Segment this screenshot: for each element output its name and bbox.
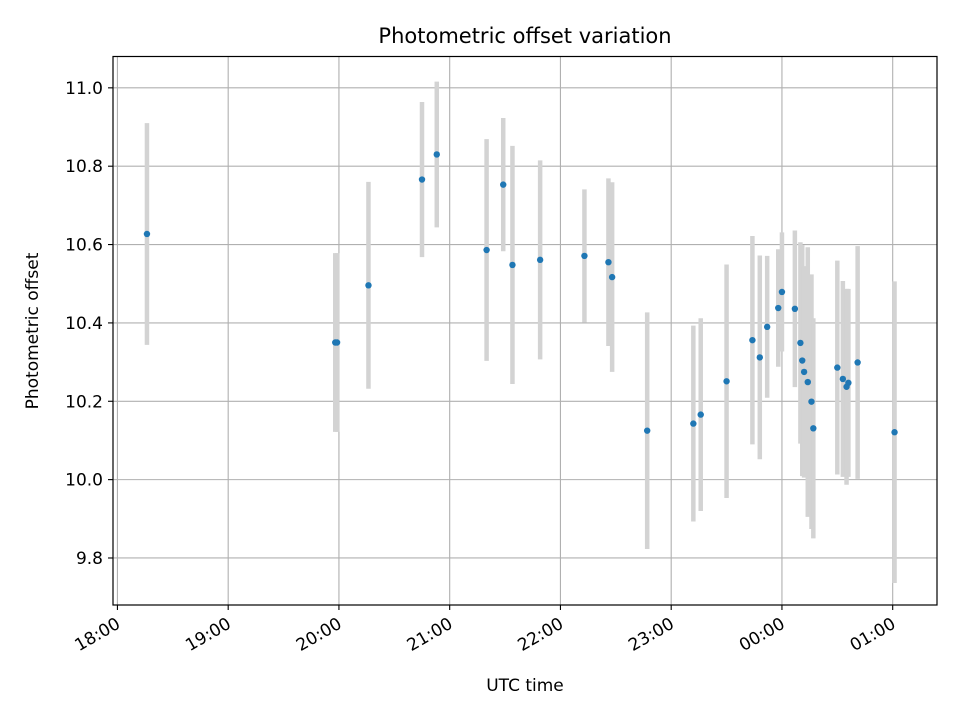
- data-point: [810, 425, 817, 432]
- data-point: [143, 230, 151, 238]
- data-point: [791, 305, 799, 313]
- data-point: [605, 258, 612, 266]
- data-point: [854, 359, 861, 366]
- data-point: [483, 246, 490, 254]
- data-point: [581, 252, 588, 260]
- data-point: [834, 364, 841, 371]
- data-point: [723, 378, 730, 385]
- data-point: [690, 420, 697, 427]
- y-tick-label: 10.6: [65, 236, 103, 256]
- data-point: [808, 398, 815, 405]
- plot-frame: [112, 55, 938, 606]
- y-axis: 9.8 10.0 10.2 10.4 10.6 10.8 11.0: [65, 79, 113, 569]
- data-point: [536, 256, 544, 264]
- data-point: [799, 357, 806, 364]
- data-point: [418, 176, 426, 183]
- data-point: [775, 304, 782, 312]
- data-point: [509, 261, 516, 269]
- data-point: [778, 288, 786, 296]
- data-point: [845, 379, 852, 387]
- data-point: [365, 282, 372, 289]
- data-point: [763, 323, 771, 331]
- data-point: [891, 429, 898, 436]
- data-point: [749, 336, 756, 344]
- data-point: [804, 378, 811, 386]
- data-point: [500, 181, 507, 188]
- data-point: [697, 411, 704, 418]
- x-axis-label: UTC time: [486, 676, 564, 696]
- y-tick-label: 10.2: [65, 392, 103, 412]
- data-point: [608, 273, 616, 281]
- y-tick-label: 10.8: [65, 157, 103, 177]
- data-point: [756, 354, 763, 361]
- y-tick-label: 11.0: [65, 79, 103, 99]
- data-points: [143, 151, 898, 436]
- y-tick-label: 10.0: [65, 471, 103, 491]
- chart-title: Photometric offset variation: [378, 24, 671, 48]
- y-axis-label: Photometric offset: [23, 252, 43, 409]
- data-point: [643, 427, 651, 434]
- y-tick-label: 10.4: [65, 314, 103, 334]
- y-tick-label: 9.8: [76, 549, 103, 569]
- data-point: [797, 339, 804, 347]
- data-point: [839, 375, 847, 383]
- data-point: [333, 339, 341, 346]
- data-point: [433, 151, 440, 158]
- data-point: [800, 368, 808, 376]
